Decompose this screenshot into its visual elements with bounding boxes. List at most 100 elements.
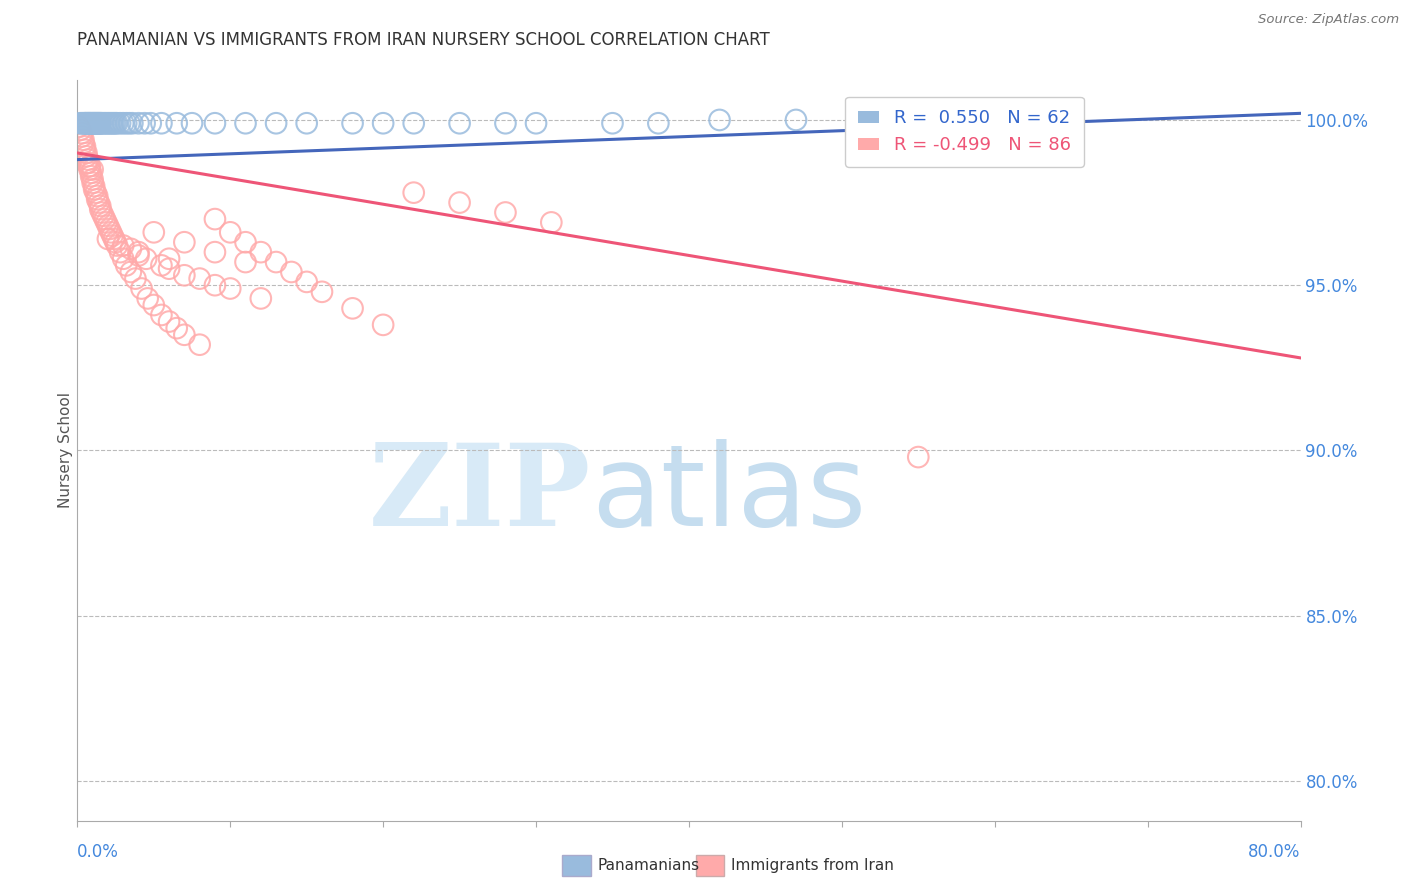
Point — [87, 116, 110, 130]
Point — [118, 116, 141, 130]
Point — [100, 116, 122, 130]
Point — [166, 116, 188, 130]
Point — [76, 116, 98, 130]
Point — [204, 212, 226, 227]
Point — [134, 116, 156, 130]
Point — [82, 172, 104, 186]
Point — [495, 116, 517, 130]
Point — [280, 265, 302, 279]
Point — [82, 116, 104, 130]
Point — [86, 189, 108, 203]
Point — [84, 116, 107, 130]
Point — [602, 116, 624, 130]
Point — [73, 143, 96, 157]
Point — [157, 314, 180, 328]
Text: atlas: atlas — [591, 440, 866, 550]
Point — [250, 245, 273, 260]
Point — [90, 205, 112, 219]
Point — [112, 252, 135, 266]
Text: ZIP: ZIP — [368, 440, 591, 550]
Point — [862, 112, 884, 127]
Point — [79, 116, 101, 130]
Point — [449, 195, 471, 210]
Point — [142, 298, 165, 312]
Point — [235, 235, 257, 250]
Point — [104, 235, 127, 250]
Point — [77, 156, 100, 170]
Point — [86, 116, 108, 130]
Point — [115, 259, 138, 273]
Point — [82, 176, 104, 190]
Point — [70, 129, 93, 144]
Point — [80, 116, 103, 130]
Point — [173, 327, 195, 342]
Point — [76, 149, 98, 163]
Y-axis label: Nursery School: Nursery School — [58, 392, 73, 508]
Point — [524, 116, 547, 130]
Point — [91, 209, 114, 223]
Point — [103, 116, 125, 130]
Point — [204, 245, 226, 260]
Point — [139, 116, 162, 130]
Point — [89, 116, 111, 130]
Point — [87, 195, 110, 210]
Point — [105, 238, 128, 252]
Point — [83, 179, 105, 194]
Point — [150, 116, 173, 130]
Legend: R =  0.550   N = 62, R = -0.499   N = 86: R = 0.550 N = 62, R = -0.499 N = 86 — [845, 96, 1084, 167]
Point — [72, 136, 94, 150]
Point — [77, 116, 100, 130]
Point — [86, 192, 108, 206]
Point — [785, 112, 807, 127]
Point — [124, 271, 146, 285]
Point — [80, 166, 103, 180]
Point — [342, 116, 364, 130]
Point — [87, 116, 110, 130]
Point — [77, 116, 100, 130]
Point — [73, 139, 96, 153]
Point — [264, 255, 287, 269]
Point — [150, 308, 173, 322]
Point — [112, 238, 135, 252]
Point — [97, 219, 120, 233]
Point — [540, 215, 562, 229]
Point — [73, 116, 96, 130]
Point — [79, 162, 101, 177]
Point — [79, 159, 101, 173]
Point — [173, 268, 195, 283]
Point — [131, 281, 153, 295]
Point — [235, 116, 257, 130]
Point — [157, 252, 180, 266]
Point — [647, 116, 669, 130]
Point — [91, 116, 114, 130]
Point — [69, 116, 91, 130]
Point — [108, 245, 131, 260]
Point — [204, 116, 226, 130]
Point — [120, 242, 142, 256]
Point — [84, 186, 107, 200]
Point — [77, 153, 100, 167]
Point — [128, 245, 150, 260]
Point — [94, 212, 117, 227]
Point — [115, 116, 138, 130]
Point — [264, 116, 287, 130]
Point — [89, 116, 111, 130]
Point — [70, 116, 93, 130]
Point — [83, 116, 105, 130]
Text: PANAMANIAN VS IMMIGRANTS FROM IRAN NURSERY SCHOOL CORRELATION CHART: PANAMANIAN VS IMMIGRANTS FROM IRAN NURSE… — [77, 31, 770, 49]
Point — [120, 265, 142, 279]
Point — [166, 321, 188, 335]
Point — [204, 278, 226, 293]
Point — [105, 116, 128, 130]
Point — [84, 116, 107, 130]
Point — [94, 116, 117, 130]
Point — [89, 202, 111, 217]
Point — [371, 318, 394, 332]
Point — [72, 133, 94, 147]
Point — [173, 235, 195, 250]
Point — [371, 116, 394, 130]
Point — [188, 271, 211, 285]
Point — [97, 232, 120, 246]
Point — [108, 116, 131, 130]
Point — [342, 301, 364, 316]
